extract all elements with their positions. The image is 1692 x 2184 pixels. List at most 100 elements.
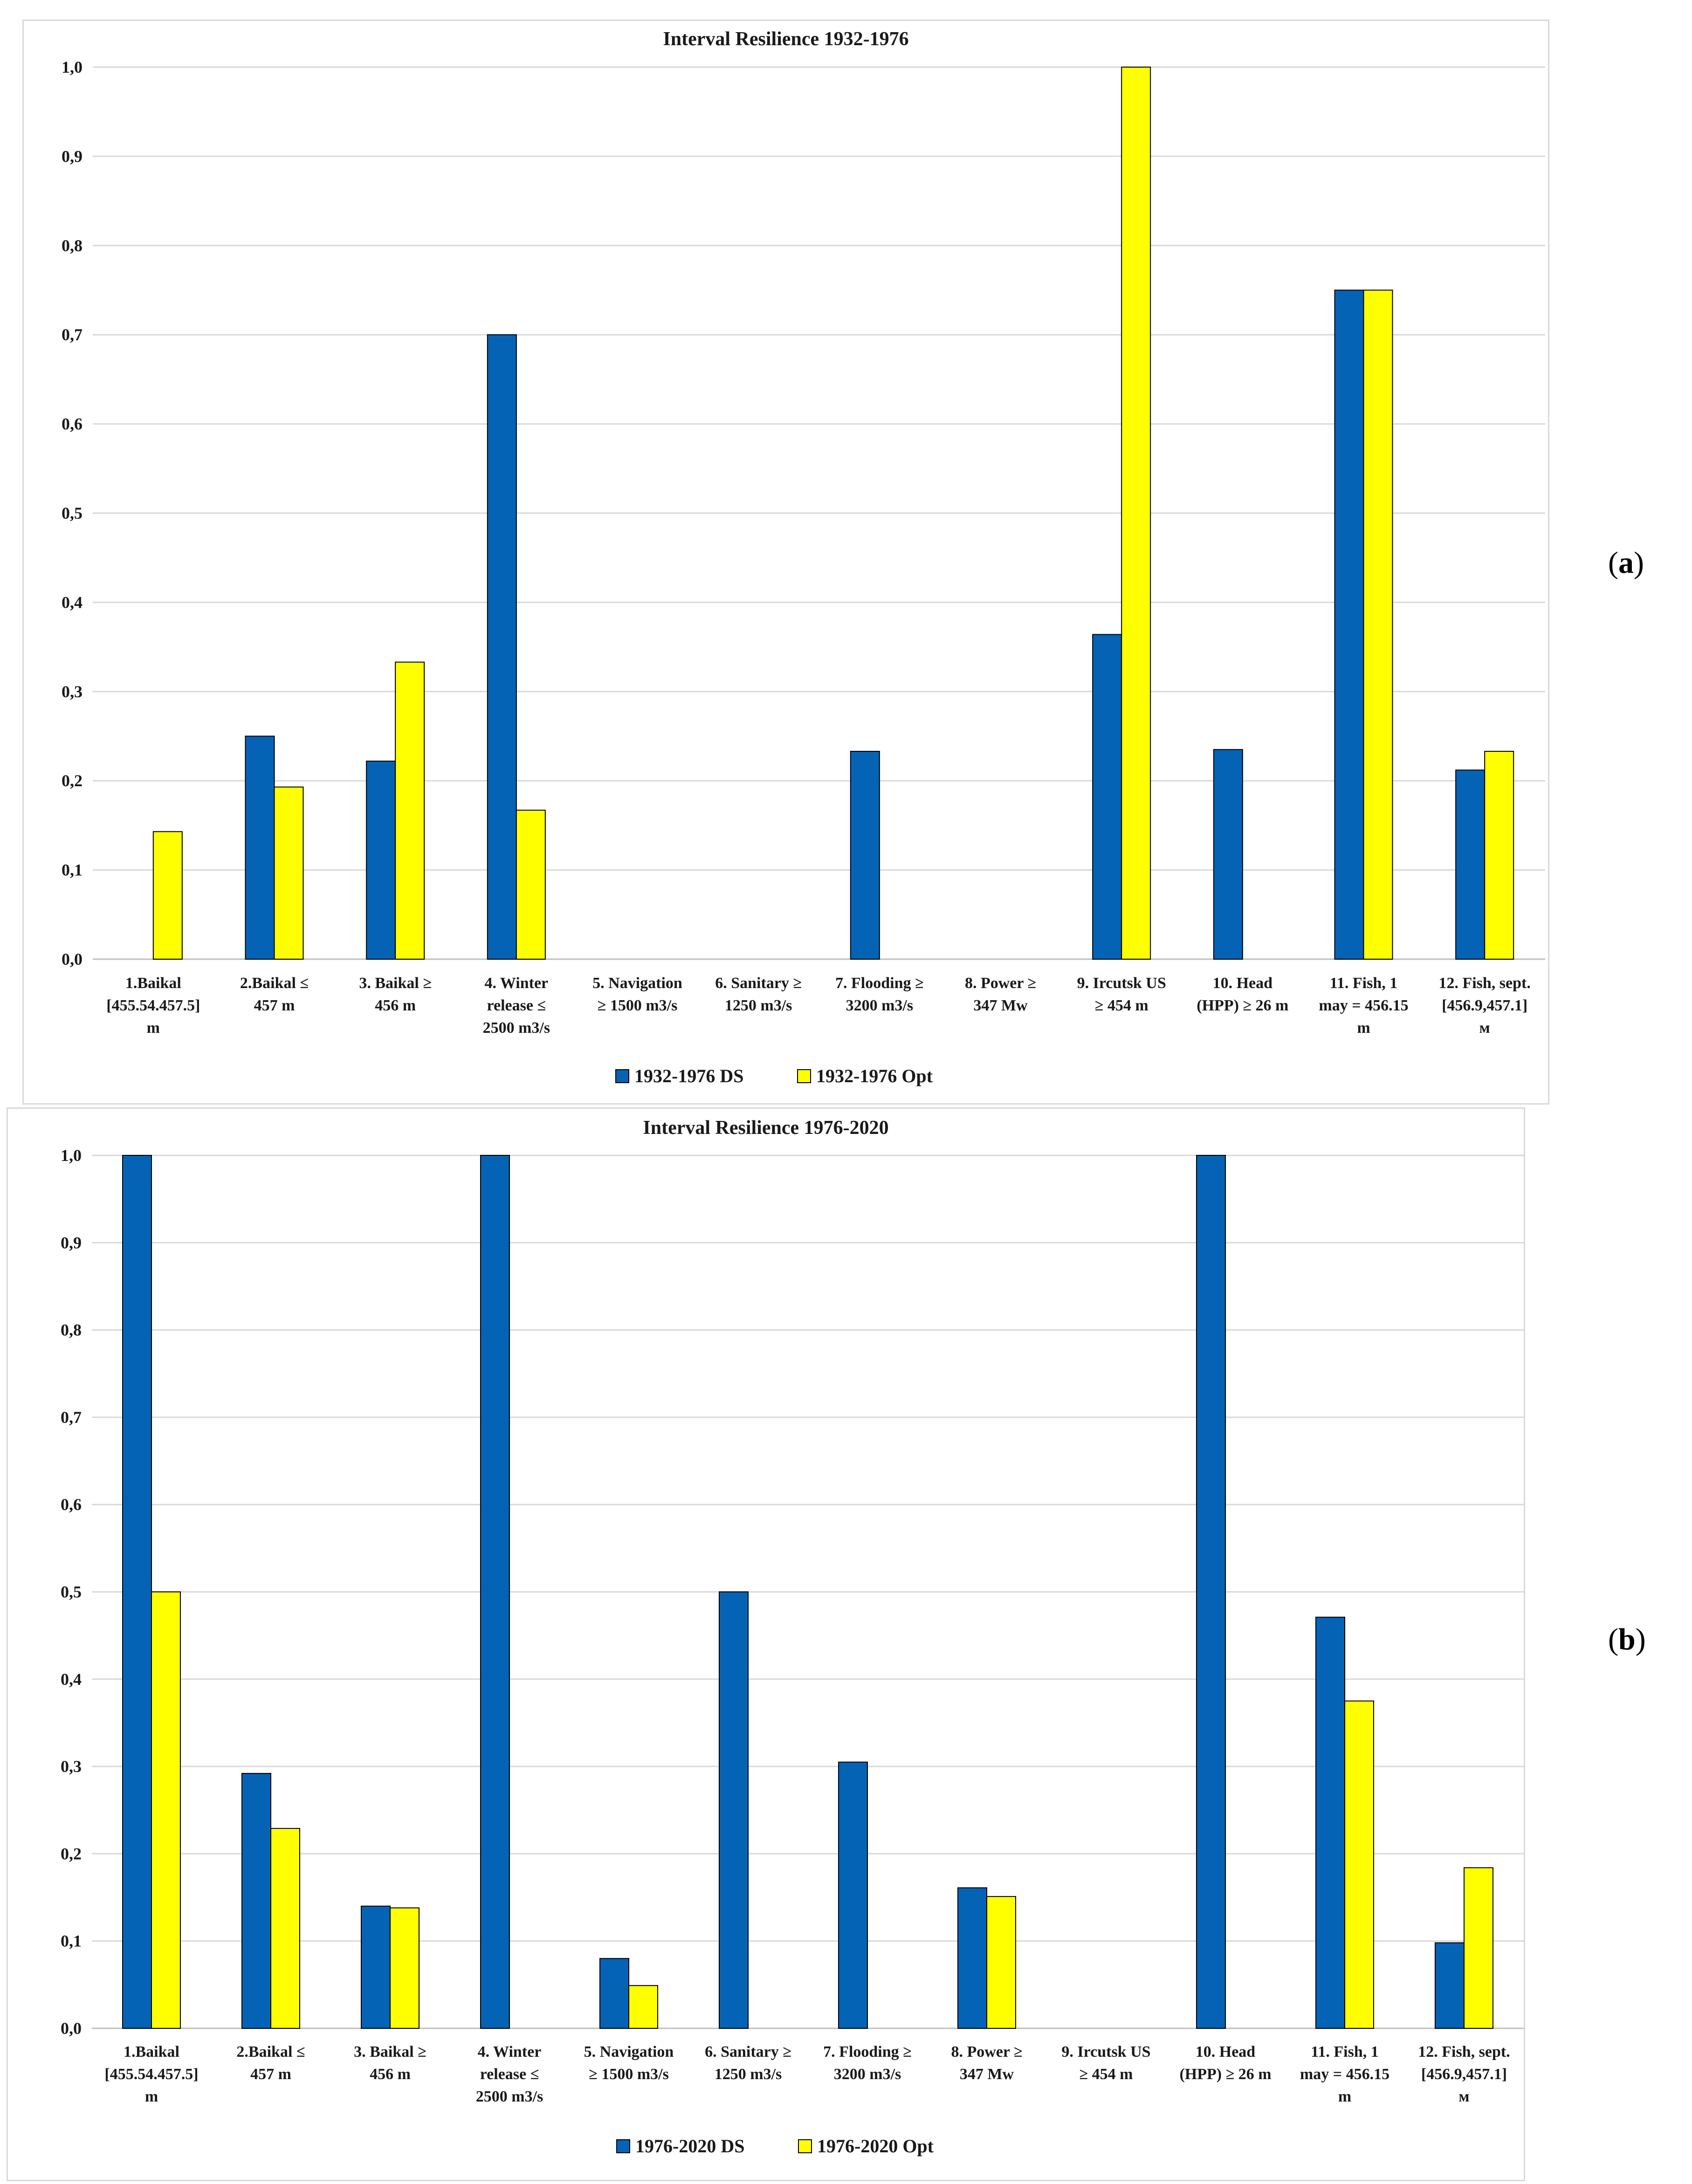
x-category-label: 12. Fish, sept. — [1418, 2043, 1510, 2060]
bar-ds — [838, 1761, 868, 2029]
x-category-label: ≥ 454 m — [1095, 997, 1149, 1014]
legend-label: 1976-2020 Opt — [817, 2136, 934, 2157]
x-category-label: 3200 m3/s — [846, 997, 914, 1014]
legend-label: 1932-1976 DS — [634, 1065, 743, 1086]
x-category-label: m — [145, 2088, 158, 2105]
x-category-label: 7. Flooding ≥ — [835, 975, 924, 992]
y-tick-label: 0,4 — [61, 1670, 82, 1689]
bar-ds — [1315, 1616, 1345, 2029]
bar-opt — [274, 786, 304, 960]
x-category-label: 347 Mw — [960, 2066, 1014, 2083]
x-category-label: [455.54.457.5] — [104, 2066, 198, 2083]
x-category-label: 8. Power ≥ — [965, 975, 1036, 992]
bar-ds — [1334, 289, 1364, 960]
x-category-label: 4. Winter — [478, 2043, 542, 2060]
x-category-label: ≥ 1500 m3/s — [589, 2066, 669, 2083]
y-tick-label: 0,6 — [61, 1495, 82, 1514]
x-category-label: [456.9,457.1] — [1442, 997, 1527, 1014]
bar-ds — [480, 1155, 510, 2029]
bar-opt — [395, 661, 425, 960]
x-category-label: м — [1479, 1019, 1490, 1037]
bar-opt — [1464, 1867, 1493, 2029]
x-category-label: 5. Navigation — [592, 975, 682, 992]
x-category-label: 2.Baikal ≤ — [240, 975, 309, 992]
x-category-label: m — [1357, 1019, 1370, 1037]
y-tick-label: 0,0 — [61, 2019, 82, 2038]
chart-panel-a: Interval Resilience 1932-1976 0,0 0,1 0,2 0,… — [22, 20, 1549, 1105]
x-category-label: 456 m — [370, 2066, 411, 2083]
bar-ds — [1455, 769, 1486, 960]
y-tick-label: 0,5 — [61, 1583, 82, 1601]
bar-ds — [719, 1591, 749, 2029]
x-category-label: (HPP) ≥ 26 m — [1197, 997, 1288, 1014]
y-tick-label: 0,8 — [62, 236, 83, 255]
x-category-label: 3. Baikal ≥ — [359, 975, 432, 992]
x-category-label: 8. Power ≥ — [951, 2043, 1022, 2060]
y-tick-label: 0,2 — [62, 771, 83, 790]
x-category-label: [456.9,457.1] — [1421, 2066, 1507, 2083]
x-category-label: 347 Mw — [973, 997, 1028, 1014]
legend-label: 1932-1976 Opt — [816, 1065, 933, 1086]
legend-swatch — [616, 2139, 630, 2153]
bar-opt — [986, 1896, 1016, 2029]
y-tick-label: 0,9 — [62, 147, 83, 165]
x-category-label: 9. Ircutsk US — [1077, 975, 1166, 992]
x-category-label: 2.Baikal ≤ — [236, 2043, 305, 2060]
bar-ds — [241, 1773, 271, 2029]
bar-ds — [1213, 749, 1243, 960]
x-category-label: м — [1458, 2088, 1469, 2105]
y-tick-label: 0,9 — [61, 1233, 82, 1252]
bar-ds — [599, 1958, 629, 2029]
chart-title: Interval Resilience 1976-2020 — [643, 1117, 888, 1139]
x-category-label: release ≤ — [480, 2066, 539, 2083]
x-category-label: [455.54.457.5] — [106, 997, 200, 1014]
bar-ds — [361, 1905, 391, 2029]
x-category-label: 4. Winter — [485, 975, 549, 992]
bar-ds — [1196, 1155, 1226, 2029]
x-category-label: m — [1338, 2088, 1351, 2105]
y-tick-label: 1,0 — [62, 58, 83, 76]
x-category-label: 3. Baikal ≥ — [354, 2043, 426, 2060]
bar-ds — [487, 334, 517, 960]
x-category-label: release ≤ — [487, 997, 546, 1014]
bar-opt — [152, 831, 183, 960]
bar-opt — [1363, 289, 1393, 960]
x-category-label: 1250 m3/s — [725, 997, 792, 1014]
x-category-label: 6. Sanitary ≥ — [715, 975, 802, 992]
chart-b-svg: Interval Resilience 1976-2020 0,0 0,1 0,2 0,… — [61, 1117, 1524, 2157]
bar-ds — [957, 1887, 987, 2029]
x-category-label: 12. Fish, sept. — [1438, 975, 1530, 992]
x-category-label: ≥ 454 m — [1080, 2066, 1133, 2083]
y-tick-label: 0,8 — [61, 1321, 82, 1339]
y-tick-label: 0,0 — [62, 950, 83, 968]
bar-opt — [151, 1591, 181, 2029]
x-category-label: 1.Baikal — [125, 975, 181, 992]
x-category-label: 1.Baikal — [124, 2043, 179, 2060]
bar-ds — [850, 751, 880, 960]
chart-a-svg: Interval Resilience 1932-1976 0,0 0,1 0,2 0,… — [62, 28, 1545, 1086]
chart-title: Interval Resilience 1932-1976 — [663, 28, 908, 50]
bar-opt — [1344, 1700, 1374, 2029]
x-category-label: 3200 m3/s — [834, 2066, 901, 2083]
panel-label-b: (b) — [1608, 1622, 1646, 1656]
chart-panel-b: Interval Resilience 1976-2020 0,0 0,1 0,2 0,… — [7, 1107, 1525, 2181]
y-tick-label: 0,6 — [62, 415, 83, 433]
x-category-label: 457 m — [250, 2066, 291, 2083]
y-tick-label: 0,2 — [61, 1844, 82, 1863]
bar-ds — [122, 1155, 152, 2029]
y-tick-label: 0,1 — [61, 1932, 82, 1950]
x-category-label: 6. Sanitary ≥ — [705, 2043, 791, 2060]
x-category-label: 11. Fish, 1 — [1330, 975, 1397, 992]
legend-swatch — [798, 2139, 812, 2153]
x-category-label: ≥ 1500 m3/s — [598, 997, 678, 1014]
x-category-label: 10. Head — [1213, 975, 1273, 992]
bar-opt — [1484, 751, 1514, 960]
x-category-label: 9. Ircutsk US — [1061, 2043, 1150, 2060]
x-category-label: (HPP) ≥ 26 m — [1179, 2066, 1271, 2083]
x-category-label: may = 456.15 — [1319, 997, 1408, 1014]
bar-ds — [366, 761, 396, 960]
x-category-label: 2500 m3/s — [483, 1019, 550, 1037]
x-category-label: 11. Fish, 1 — [1311, 2043, 1378, 2060]
bar-opt — [270, 1828, 300, 2029]
y-tick-label: 0,5 — [62, 504, 83, 522]
